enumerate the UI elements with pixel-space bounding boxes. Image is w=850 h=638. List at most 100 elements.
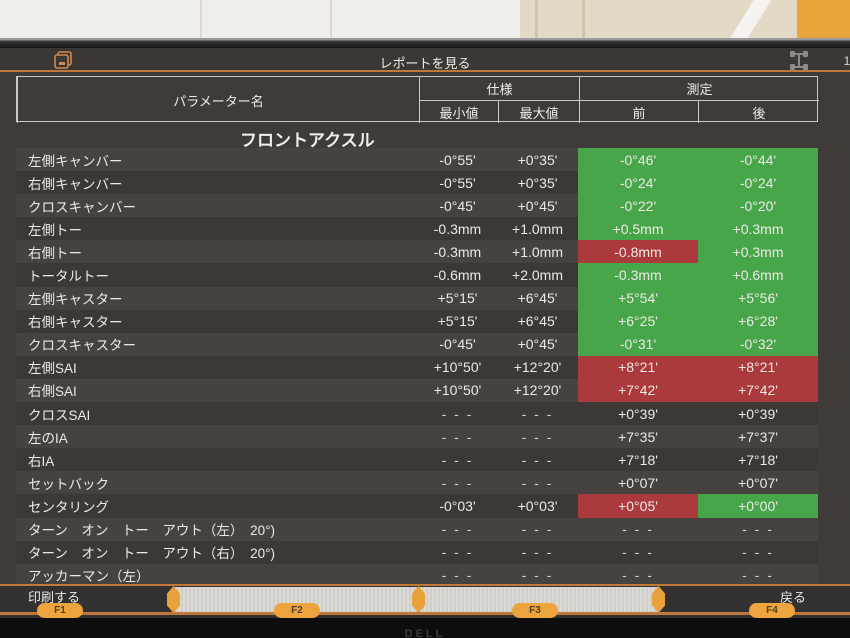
table-row: 左側キャンバー -0°55' +0°35' -0°46' -0°44' — [16, 148, 818, 172]
parameter-label: クロスキャンバー — [28, 199, 136, 215]
min-value: -0.3mm — [433, 243, 482, 260]
footer-bottom-line — [0, 612, 850, 615]
table-row: ターン オン トー アウト（右） 20°) - - - - - - - - - … — [16, 540, 818, 564]
max-value: +1.0mm — [512, 243, 563, 260]
max-value: - - - — [521, 451, 554, 468]
max-value: - - - — [521, 567, 554, 584]
wall-beige-panel — [520, 0, 850, 40]
table-row: クロスキャスター -0°45' +0°45' -0°31' -0°32' — [16, 332, 818, 356]
before-value: +7°35' — [618, 428, 658, 445]
monitor-bezel-top — [0, 38, 850, 48]
wall-seam — [330, 0, 332, 40]
parameter-label: ターン オン トー アウト（左） 20°) — [28, 523, 275, 539]
max-value: +1.0mm — [512, 220, 563, 237]
before-value: +0°05' — [578, 494, 698, 518]
max-value: +6°45' — [517, 290, 558, 307]
before-value: - - - — [622, 567, 654, 584]
monitor-brand-logo: DELL — [404, 628, 446, 638]
table-rows: 左側キャンバー -0°55' +0°35' -0°46' -0°44' 右側キャ… — [16, 148, 818, 587]
before-value: +0.5mm — [578, 217, 698, 241]
wall-panel-line — [582, 0, 585, 40]
wall-panel-line — [535, 0, 538, 40]
axle-section-title: フロントアクスル — [240, 131, 375, 150]
min-value: +5°15' — [437, 290, 478, 307]
before-value: -0.3mm — [578, 263, 698, 287]
footer-top-line — [0, 584, 850, 586]
table-row: 左側SAI +10°50' +12°20' +8°21' +8°21' — [16, 355, 818, 379]
before-value: +0°07' — [618, 474, 658, 491]
min-value: - - - — [441, 567, 474, 584]
softkey-divider-handle — [167, 586, 180, 613]
table-row: セットバック - - - - - - +0°07' +0°07' — [16, 471, 818, 495]
parameter-label: 右側キャンバー — [28, 176, 123, 192]
after-value: -0°32' — [698, 332, 818, 356]
table-row: 右IA - - - - - - +7°18' +7°18' — [16, 448, 818, 472]
max-value: +2.0mm — [512, 267, 563, 284]
parameter-label: 右側トー — [28, 245, 82, 261]
print-button-label[interactable]: 印刷する — [28, 590, 81, 605]
after-value: +0.6mm — [698, 263, 818, 287]
after-value: +7°18' — [738, 451, 778, 468]
before-value: - - - — [622, 521, 654, 538]
parameter-label: 左のIA — [28, 430, 68, 446]
before-value: +6°25' — [578, 309, 698, 333]
parameter-label: 右IA — [28, 453, 55, 469]
back-button-label[interactable]: 戻る — [779, 590, 806, 605]
parameter-label: クロスキャスター — [28, 338, 136, 354]
table-row: 左のIA - - - - - - +7°35' +7°37' — [16, 425, 818, 449]
before-value: -0°31' — [578, 332, 698, 356]
before-value: -0.8mm — [578, 240, 698, 264]
table-row: アッカーマン（左） - - - - - - - - - - - - — [16, 563, 818, 587]
before-value: +8°21' — [578, 355, 698, 379]
softkey-bar: 印刷する 戻る F1 F2 F3 F4 — [0, 584, 850, 618]
before-value: - - - — [622, 544, 654, 561]
after-value: +7°42' — [698, 378, 818, 403]
f2-key-button[interactable]: F2 — [274, 603, 320, 618]
after-value: +0°39' — [738, 405, 778, 422]
column-header-spec: 仕様 — [419, 77, 579, 100]
softkey-divider-handle — [652, 586, 665, 613]
max-value: +12°20' — [513, 382, 562, 399]
after-value: +0.3mm — [698, 240, 818, 264]
parameter-label: 左側キャスター — [28, 292, 123, 308]
min-value: -0°55' — [439, 174, 476, 191]
column-header-measured: 測定 — [579, 77, 819, 100]
before-value: -0°46' — [578, 148, 698, 172]
alignment-report-screen: レポートを見る 16 パラメーター名 仕様 測定 最小値 最大値 — [0, 48, 850, 618]
max-value: +6°45' — [517, 313, 558, 330]
table-row: 右側キャスター +5°15' +6°45' +6°25' +6°28' — [16, 309, 818, 333]
max-value: - - - — [521, 544, 554, 561]
parameter-label: 右側キャスター — [28, 315, 123, 331]
after-value: - - - — [742, 544, 774, 561]
max-value: +0°45' — [517, 336, 558, 353]
after-value: +5°56' — [698, 286, 818, 310]
table-row: ターン オン トー アウト（左） 20°) - - - - - - - - - … — [16, 517, 818, 541]
f4-key-button[interactable]: F4 — [749, 603, 795, 618]
after-value: +0°00' — [698, 494, 818, 518]
parameter-label: 左側トー — [28, 222, 82, 238]
f1-key-button[interactable]: F1 — [37, 603, 83, 618]
monitor-bezel-bottom: DELL — [0, 618, 850, 638]
max-value: +0°03' — [517, 497, 558, 514]
column-header-after: 後 — [698, 100, 819, 123]
column-header-parameter: パラメーター名 — [17, 77, 419, 123]
after-value: +0.3mm — [698, 217, 818, 241]
max-value: - - - — [521, 521, 554, 538]
parameter-label: 左側SAI — [28, 361, 77, 377]
before-value: +7°42' — [578, 378, 698, 403]
table-row: 左側キャスター +5°15' +6°45' +5°54' +5°56' — [16, 286, 818, 310]
max-value: - - - — [521, 405, 554, 422]
wall-orange-panel — [797, 0, 850, 40]
f3-key-button[interactable]: F3 — [512, 603, 558, 618]
min-value: - - - — [441, 451, 474, 468]
title-bar: レポートを見る 16 — [0, 48, 850, 72]
before-value: +0°39' — [618, 405, 658, 422]
max-value: +0°35' — [517, 151, 558, 168]
background-wall — [0, 0, 850, 40]
column-header-min: 最小値 — [419, 100, 498, 123]
min-value: -0°45' — [439, 336, 476, 353]
min-value: - - - — [441, 474, 474, 491]
table-header: パラメーター名 仕様 測定 最小値 最大値 前 後 — [16, 76, 819, 123]
after-value: -0°24' — [698, 171, 818, 195]
